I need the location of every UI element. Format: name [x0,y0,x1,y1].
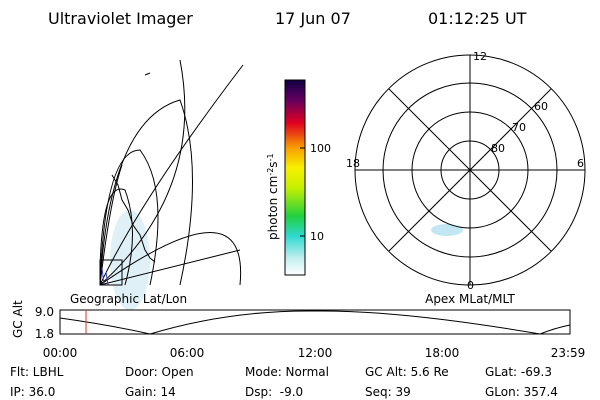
colorbar-label: photon cm-2s-1 [266,153,280,240]
y-tick-label: 9.0 [35,305,54,319]
x-tick-label: 23:59 [551,346,586,360]
unit-exp: -1 [266,153,275,161]
timeline-frame [59,309,571,335]
island [144,72,151,76]
status-field: Seq: 39 [365,385,411,399]
timeline: GC Alt 9.0 1.8 00:00 06:00 12:00 18:00 2… [11,300,585,360]
status-field: GLon: 357.4 [485,385,558,399]
status-field: Flt: LBHL [10,365,64,379]
polar-plot: 12 18 6 0 60 70 80 Apex MLat/MLT [346,50,586,306]
y-tick-label: 1.8 [35,327,54,341]
status-field: IP: 36.0 [10,385,55,399]
unit-exp: -2 [266,168,275,176]
parallel [99,149,159,286]
mlt-label: 6 [577,157,584,170]
lat-label: 60 [534,100,548,113]
polar-label: Apex MLat/MLT [425,292,515,306]
parallel [99,99,193,286]
altitude-curve [59,310,571,335]
status-field: Door: Open [125,365,194,379]
inset-box [99,259,123,286]
title: Ultraviolet Imager [48,9,193,28]
parallel [99,249,241,286]
colorbar-tick-label: 10 [310,230,324,243]
meridian [99,232,242,286]
mlt-line [388,88,552,252]
colorbar-tick-label: 100 [310,142,331,155]
colorbar [284,79,306,276]
x-tick-label: 00:00 [43,346,78,360]
lat-label: 70 [512,121,526,134]
timeline-ylabel: GC Alt [11,300,25,338]
mlt-label: 18 [346,157,360,170]
mlt-label: 0 [467,279,474,292]
status-field: Gain: 14 [125,385,176,399]
parallel [99,164,123,286]
status-field: Mode: Normal [245,365,329,379]
status-field: GC Alt: 5.6 Re [365,365,449,379]
status-field: GLat: -69.3 [485,365,552,379]
parallel [99,188,133,286]
footer: Flt: LBHL Door: Open Mode: Normal GC Alt: 5… [10,365,558,399]
x-tick-label: 12:00 [298,346,333,360]
map-label: Geographic Lat/Lon [70,292,187,306]
x-tick-label: 18:00 [425,346,460,360]
lat-label: 80 [491,142,505,155]
date: 17 Jun 07 [275,9,351,28]
map-panel: Geographic Lat/Lon [70,59,244,310]
meridian [99,59,186,286]
time: 01:12:25 UT [428,9,527,28]
emission-patch [431,224,463,236]
x-tick-label: 06:00 [170,346,205,360]
coastline [101,267,109,286]
coastline [111,174,156,263]
mlt-label: 12 [473,50,487,63]
status-field: Dsp: -9.0 [245,385,303,399]
unit: s [266,161,280,167]
unit: photon cm [266,176,280,240]
